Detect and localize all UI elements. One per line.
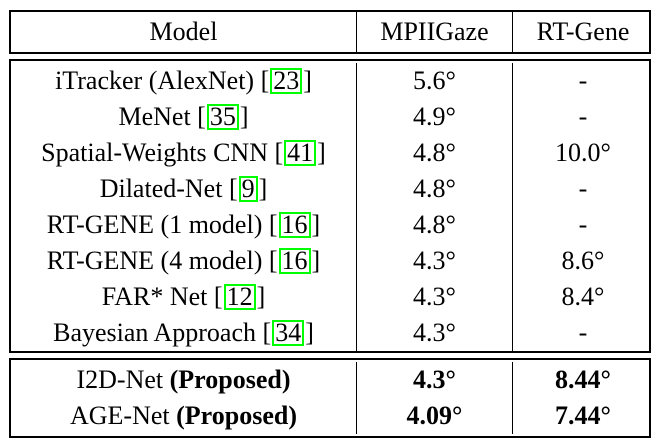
header-mpiigaze: MPIIGaze: [357, 12, 513, 52]
mpiigaze-value: 5.6°: [357, 63, 513, 99]
citation-link[interactable]: 16: [278, 212, 311, 238]
bracket: [: [262, 246, 278, 275]
model-name: Dilated-Net: [99, 174, 223, 203]
citation-link[interactable]: 16: [278, 248, 311, 274]
proposed-tag: (Proposed): [176, 401, 297, 430]
bracket: ]: [305, 318, 314, 347]
rtgene-value: 7.44°: [555, 401, 611, 430]
mpiigaze-value: 4.8°: [357, 207, 513, 243]
mpiigaze-value: 4.3°: [357, 362, 513, 398]
rtgene-value: 8.4°: [561, 282, 605, 311]
citation-link[interactable]: 12: [223, 284, 256, 310]
proposed-rows: I2D-Net (Proposed) 4.3° 8.44° AGE-Net (Prop…: [9, 358, 651, 438]
model-name: RT-GENE (1 model): [46, 210, 263, 239]
baseline-rows: iTracker (AlexNet) [23] 5.6° - MeNet [35] 4.…: [9, 59, 651, 353]
header-rtgene: RT-Gene: [536, 17, 630, 46]
citation-link[interactable]: 41: [284, 140, 317, 166]
rtgene-value: 8.6°: [561, 246, 605, 275]
rtgene-value: -: [578, 174, 588, 203]
bracket: ]: [311, 210, 321, 239]
table-row-model: RT-GENE (1 model) [16]: [11, 207, 357, 243]
table-row-model: Bayesian Approach [34]: [11, 315, 357, 351]
model-name: MeNet: [118, 102, 191, 131]
bracket: [: [222, 174, 238, 203]
rtgene-value: 10.0°: [555, 138, 611, 167]
bracket: ]: [317, 138, 326, 167]
table-row-model: Spatial-Weights CNN [41]: [11, 135, 357, 171]
header-model: Model: [11, 12, 357, 52]
citation-link[interactable]: 34: [272, 320, 305, 346]
proposed-tag: (Proposed): [169, 365, 291, 394]
model-name: Bayesian Approach: [53, 318, 257, 347]
bracket: [: [262, 210, 278, 239]
rtgene-value: -: [578, 66, 588, 95]
mpiigaze-value: 4.3°: [357, 279, 513, 315]
table-row-model: Dilated-Net [9]: [11, 171, 357, 207]
rtgene-value: -: [578, 210, 588, 239]
bracket: ]: [303, 66, 312, 95]
table-row-model: MeNet [35]: [11, 99, 357, 135]
mpiigaze-value: 4.8°: [357, 135, 513, 171]
mpiigaze-value: 4.3°: [357, 243, 513, 279]
bracket: [: [190, 102, 206, 131]
mpiigaze-value: 4.9°: [357, 99, 513, 135]
bracket: [: [256, 318, 272, 347]
model-name: FAR* Net: [101, 282, 208, 311]
bracket: ]: [258, 174, 268, 203]
rtgene-value: -: [578, 318, 588, 347]
citation-link[interactable]: 23: [270, 68, 303, 94]
table-row-model: RT-GENE (4 model) [16]: [11, 243, 357, 279]
model-name: iTracker (AlexNet): [55, 66, 255, 95]
table-row-model: FAR* Net [12]: [11, 279, 357, 315]
bracket: [: [207, 282, 223, 311]
bracket: ]: [256, 282, 266, 311]
bracket: [: [254, 66, 270, 95]
rtgene-value: -: [578, 102, 588, 131]
model-name: Spatial-Weights CNN: [41, 138, 268, 167]
bracket: ]: [239, 102, 249, 131]
rtgene-value: 8.44°: [555, 365, 611, 394]
results-table: Model MPIIGaze RT-Gene iTracker (AlexNet…: [9, 10, 651, 438]
table-header: Model MPIIGaze RT-Gene: [9, 10, 651, 54]
bracket: [: [267, 138, 284, 167]
proposed-row-model: I2D-Net (Proposed): [11, 362, 357, 398]
citation-link[interactable]: 9: [238, 176, 258, 202]
table-row-model: iTracker (AlexNet) [23]: [11, 63, 357, 99]
mpiigaze-value: 4.3°: [357, 315, 513, 351]
mpiigaze-value: 4.09°: [357, 398, 513, 434]
bracket: ]: [311, 246, 321, 275]
model-name: AGE-Net: [70, 401, 170, 430]
model-name: RT-GENE (4 model): [46, 246, 263, 275]
citation-link[interactable]: 35: [206, 104, 239, 130]
model-name: I2D-Net: [76, 365, 164, 394]
mpiigaze-value: 4.8°: [357, 171, 513, 207]
proposed-row-model: AGE-Net (Proposed): [11, 398, 357, 434]
